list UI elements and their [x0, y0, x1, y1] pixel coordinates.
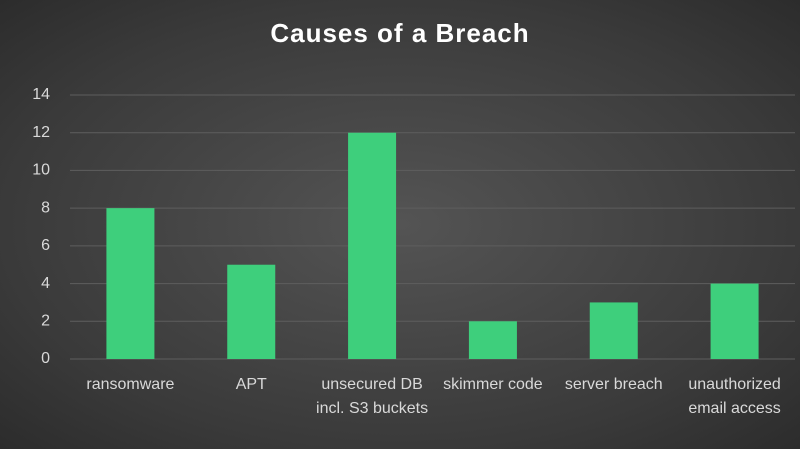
x-tick-label: server breach — [564, 376, 663, 393]
x-tick-label: ransomware — [86, 376, 175, 393]
bar — [106, 208, 155, 359]
chart-title: Causes of a Breach — [270, 18, 529, 48]
bar — [348, 132, 397, 359]
y-tick-label: 6 — [41, 237, 50, 254]
y-tick-label: 8 — [41, 199, 50, 216]
x-tick-label: skimmer code — [443, 376, 543, 393]
y-tick-label: 14 — [32, 86, 50, 103]
x-tick-label: unsecured DB incl. S3 buckets — [316, 376, 429, 417]
y-tick-label: 10 — [32, 162, 50, 179]
y-tick-label: 2 — [41, 313, 50, 330]
x-tick-label: APT — [235, 376, 267, 393]
y-tick-label: 12 — [32, 124, 50, 141]
y-tick-label: 4 — [41, 275, 50, 292]
bar — [589, 302, 638, 359]
x-tick-label: unauthorized email access — [688, 376, 781, 417]
bar — [468, 321, 517, 359]
bar — [710, 283, 759, 359]
y-tick-label: 0 — [41, 350, 50, 367]
bar — [227, 264, 276, 359]
